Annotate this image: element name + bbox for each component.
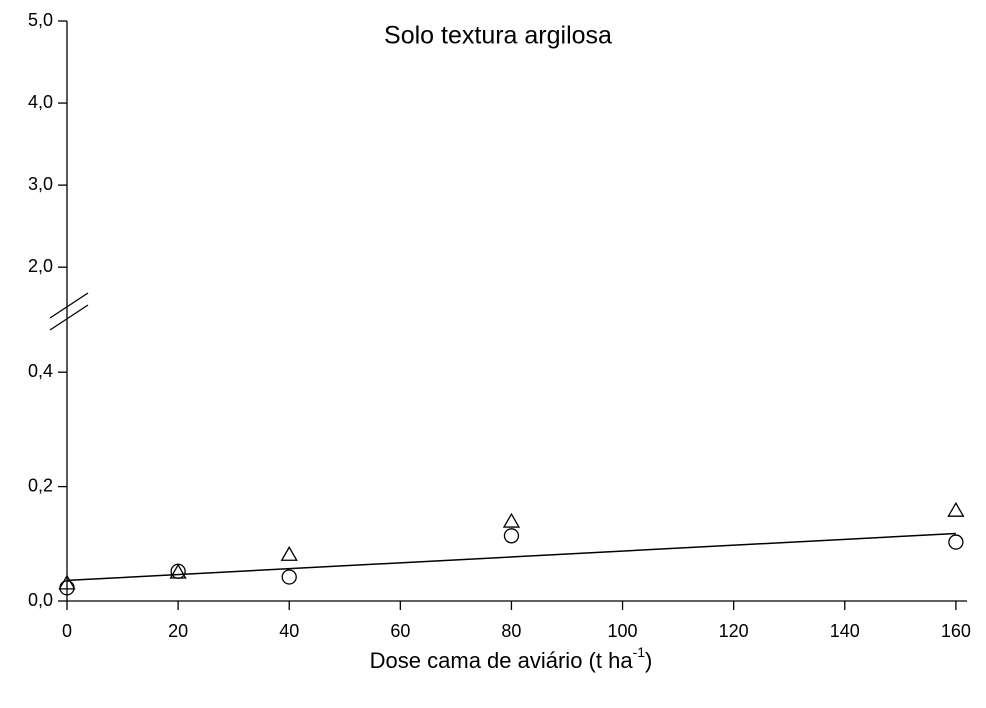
chart-title: Solo textura argilosa xyxy=(384,22,612,50)
y-tick-label: 3,0 xyxy=(28,174,53,194)
x-axis-label: Dose cama de aviário (t ha-1) xyxy=(370,644,653,673)
y-tick-label: 0,2 xyxy=(28,475,53,495)
x-tick-label: 80 xyxy=(501,621,521,641)
x-tick-label: 140 xyxy=(830,621,860,641)
y-tick-label: 4,0 xyxy=(28,92,53,112)
y-tick-label: 2,0 xyxy=(28,256,53,276)
x-label-sup: -1 xyxy=(633,644,646,660)
y-tick-label: 5,0 xyxy=(28,10,53,30)
x-tick-label: 100 xyxy=(608,621,638,641)
y-tick-label: 0,0 xyxy=(28,590,53,610)
y-tick-label: 0,4 xyxy=(28,361,53,381)
point-triangle xyxy=(169,563,187,579)
fit-line xyxy=(66,532,956,582)
point-triangle xyxy=(947,501,965,517)
point-circle xyxy=(948,534,964,550)
point-circle xyxy=(503,528,520,544)
axis-break xyxy=(49,292,89,319)
x-tick-label: 40 xyxy=(279,621,299,641)
point-triangle xyxy=(58,574,76,590)
x-label-suffix: ) xyxy=(645,648,652,673)
x-tick-label: 0 xyxy=(62,621,72,641)
point-triangle xyxy=(280,545,298,561)
x-tick-label: 120 xyxy=(719,621,749,641)
x-tick-label: 20 xyxy=(168,621,188,641)
point-triangle xyxy=(502,512,521,528)
point-circle xyxy=(170,563,186,579)
x-tick-label: 60 xyxy=(390,621,410,641)
x-label-text: Dose cama de aviário (t ha xyxy=(370,648,634,673)
axis-break xyxy=(49,304,89,331)
point-circle xyxy=(281,569,297,585)
x-tick-label: 160 xyxy=(941,621,971,641)
